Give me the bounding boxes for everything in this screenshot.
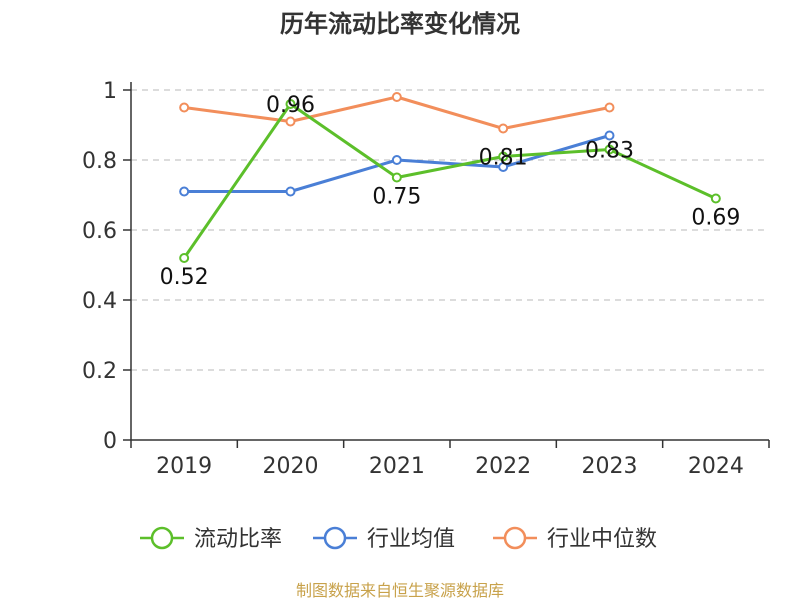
- data-point: [710, 193, 721, 204]
- legend-label: 流动比率: [194, 527, 282, 552]
- legend-label: 行业中位数: [547, 527, 657, 552]
- data-point: [391, 155, 402, 165]
- data-point: [604, 144, 615, 155]
- y-tick-label: 0.4: [82, 289, 117, 314]
- y-tick-label: 0.2: [82, 359, 117, 384]
- legend-marker: [323, 526, 347, 550]
- data-point: [179, 186, 190, 197]
- y-tick-label: 0.8: [82, 149, 117, 174]
- data-point: [285, 99, 296, 109]
- chart-title: 历年流动比率变化情况: [280, 10, 520, 38]
- data-point: [498, 123, 509, 134]
- data-point: [179, 102, 190, 113]
- data-label: 0.69: [691, 206, 740, 231]
- data-label: 0.83: [585, 139, 634, 164]
- x-tick-label: 2021: [369, 454, 425, 479]
- legend: 流动比率 行业均值 行业中位数: [140, 526, 657, 552]
- x-tick-label: 2023: [582, 454, 638, 479]
- legend-label: 行业均值: [367, 527, 455, 552]
- data-point: [604, 102, 615, 113]
- data-point: [604, 130, 615, 141]
- data-label: 0.81: [479, 146, 528, 171]
- data-point: [179, 253, 190, 263]
- data-point: [391, 172, 402, 183]
- data-label: 0.75: [372, 185, 421, 210]
- source-note: 制图数据来自恒生聚源数据库: [296, 581, 504, 600]
- legend-marker: [503, 526, 527, 550]
- y-tick-label: 1: [103, 79, 117, 104]
- series-line-0: [182, 102, 717, 259]
- data-point: [285, 116, 296, 127]
- x-tick-label: 2022: [475, 454, 531, 479]
- data-label-layer: 0.52 0.96 0.75 0.81 0.83 0.69: [160, 93, 741, 290]
- y-tick-label: 0: [103, 429, 117, 454]
- legend-marker: [150, 526, 174, 550]
- x-tick-label: 2019: [156, 454, 212, 479]
- grid-layer: [131, 89, 769, 371]
- data-point: [391, 92, 402, 102]
- y-tick-label: 0.6: [82, 219, 117, 244]
- x-tick-label: 2024: [688, 454, 744, 479]
- data-label: 0.52: [160, 265, 209, 290]
- series-layer: [179, 92, 721, 263]
- data-label: 0.96: [266, 93, 315, 118]
- x-tick-label: 2020: [263, 454, 319, 479]
- data-point: [498, 162, 509, 172]
- data-point: [498, 151, 509, 162]
- data-point: [285, 186, 296, 197]
